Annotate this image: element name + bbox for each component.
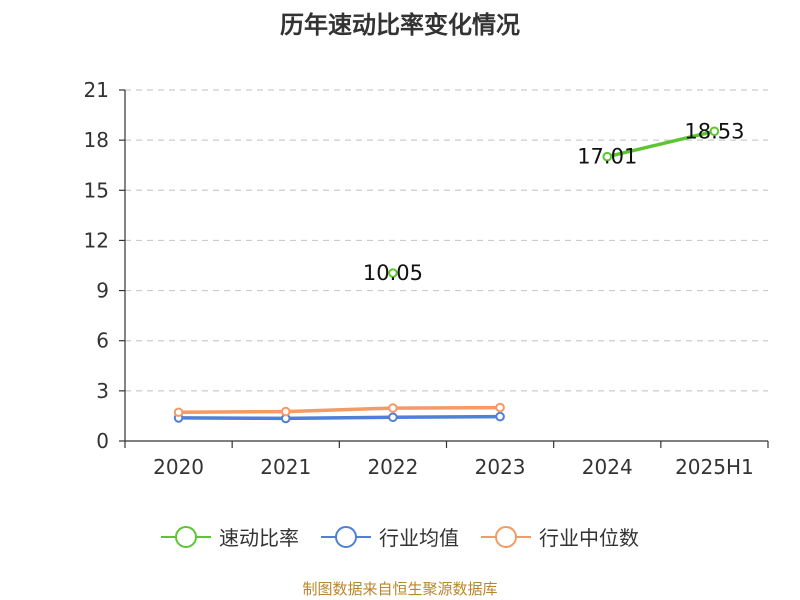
series-line-segment xyxy=(605,129,717,159)
data-point xyxy=(495,411,505,422)
series-line-segment xyxy=(391,414,502,420)
source-footer: 制图数据来自恒生聚源数据库 xyxy=(302,580,498,598)
data-point xyxy=(388,403,398,413)
axes: 0 3 6 9 12 15 18 21 2020 2021 2022 2023 2024 2025H1 xyxy=(84,78,769,479)
data-point xyxy=(173,407,184,418)
data-point xyxy=(602,151,613,162)
y-tick-label: 18 xyxy=(84,128,109,152)
series-line-segment xyxy=(284,415,395,421)
legend-label: 速动比率 xyxy=(219,526,299,550)
series-lines xyxy=(173,126,720,424)
legend-marker xyxy=(495,526,517,548)
data-point xyxy=(280,406,291,417)
grid-lines xyxy=(125,89,768,392)
legend-item: 行业均值 xyxy=(321,526,459,550)
x-tick-label: 2025H1 xyxy=(675,455,754,479)
x-tick-label: 2024 xyxy=(582,455,633,479)
data-labels: 10.05 17.01 18.53 xyxy=(363,119,745,285)
legend: 速动比率 行业均值 行业中位数 xyxy=(161,526,639,550)
series-line-segment xyxy=(391,405,502,410)
legend-item: 行业中位数 xyxy=(481,526,639,550)
data-label: 18.53 xyxy=(684,119,744,143)
legend-label: 行业中位数 xyxy=(539,526,639,550)
y-tick-label: 15 xyxy=(84,178,109,202)
series-line-segment xyxy=(284,406,395,414)
legend-label: 行业均值 xyxy=(379,526,459,550)
data-point xyxy=(388,268,398,278)
y-tick-label: 0 xyxy=(96,429,109,453)
chart-title: 历年速动比率变化情况 xyxy=(280,11,520,39)
x-tick-label: 2023 xyxy=(475,455,526,479)
series-line-segment xyxy=(176,409,288,415)
legend-marker xyxy=(335,526,357,548)
y-tick-label: 12 xyxy=(84,228,109,252)
data-point xyxy=(388,412,398,423)
x-tick-label: 2020 xyxy=(153,455,204,479)
y-tick-label: 6 xyxy=(96,329,109,353)
x-tick-label: 2022 xyxy=(367,455,418,479)
data-point xyxy=(709,126,720,137)
series-line-segment xyxy=(176,416,288,421)
data-label: 17.01 xyxy=(577,145,637,169)
legend-item: 速动比率 xyxy=(161,526,299,550)
data-point xyxy=(495,402,505,413)
legend-marker xyxy=(175,526,197,548)
data-label: 10.05 xyxy=(363,261,423,285)
y-tick-label: 3 xyxy=(96,379,109,403)
x-tick-label: 2021 xyxy=(260,455,311,479)
y-tick-label: 21 xyxy=(84,78,109,102)
y-tick-label: 9 xyxy=(96,279,109,303)
